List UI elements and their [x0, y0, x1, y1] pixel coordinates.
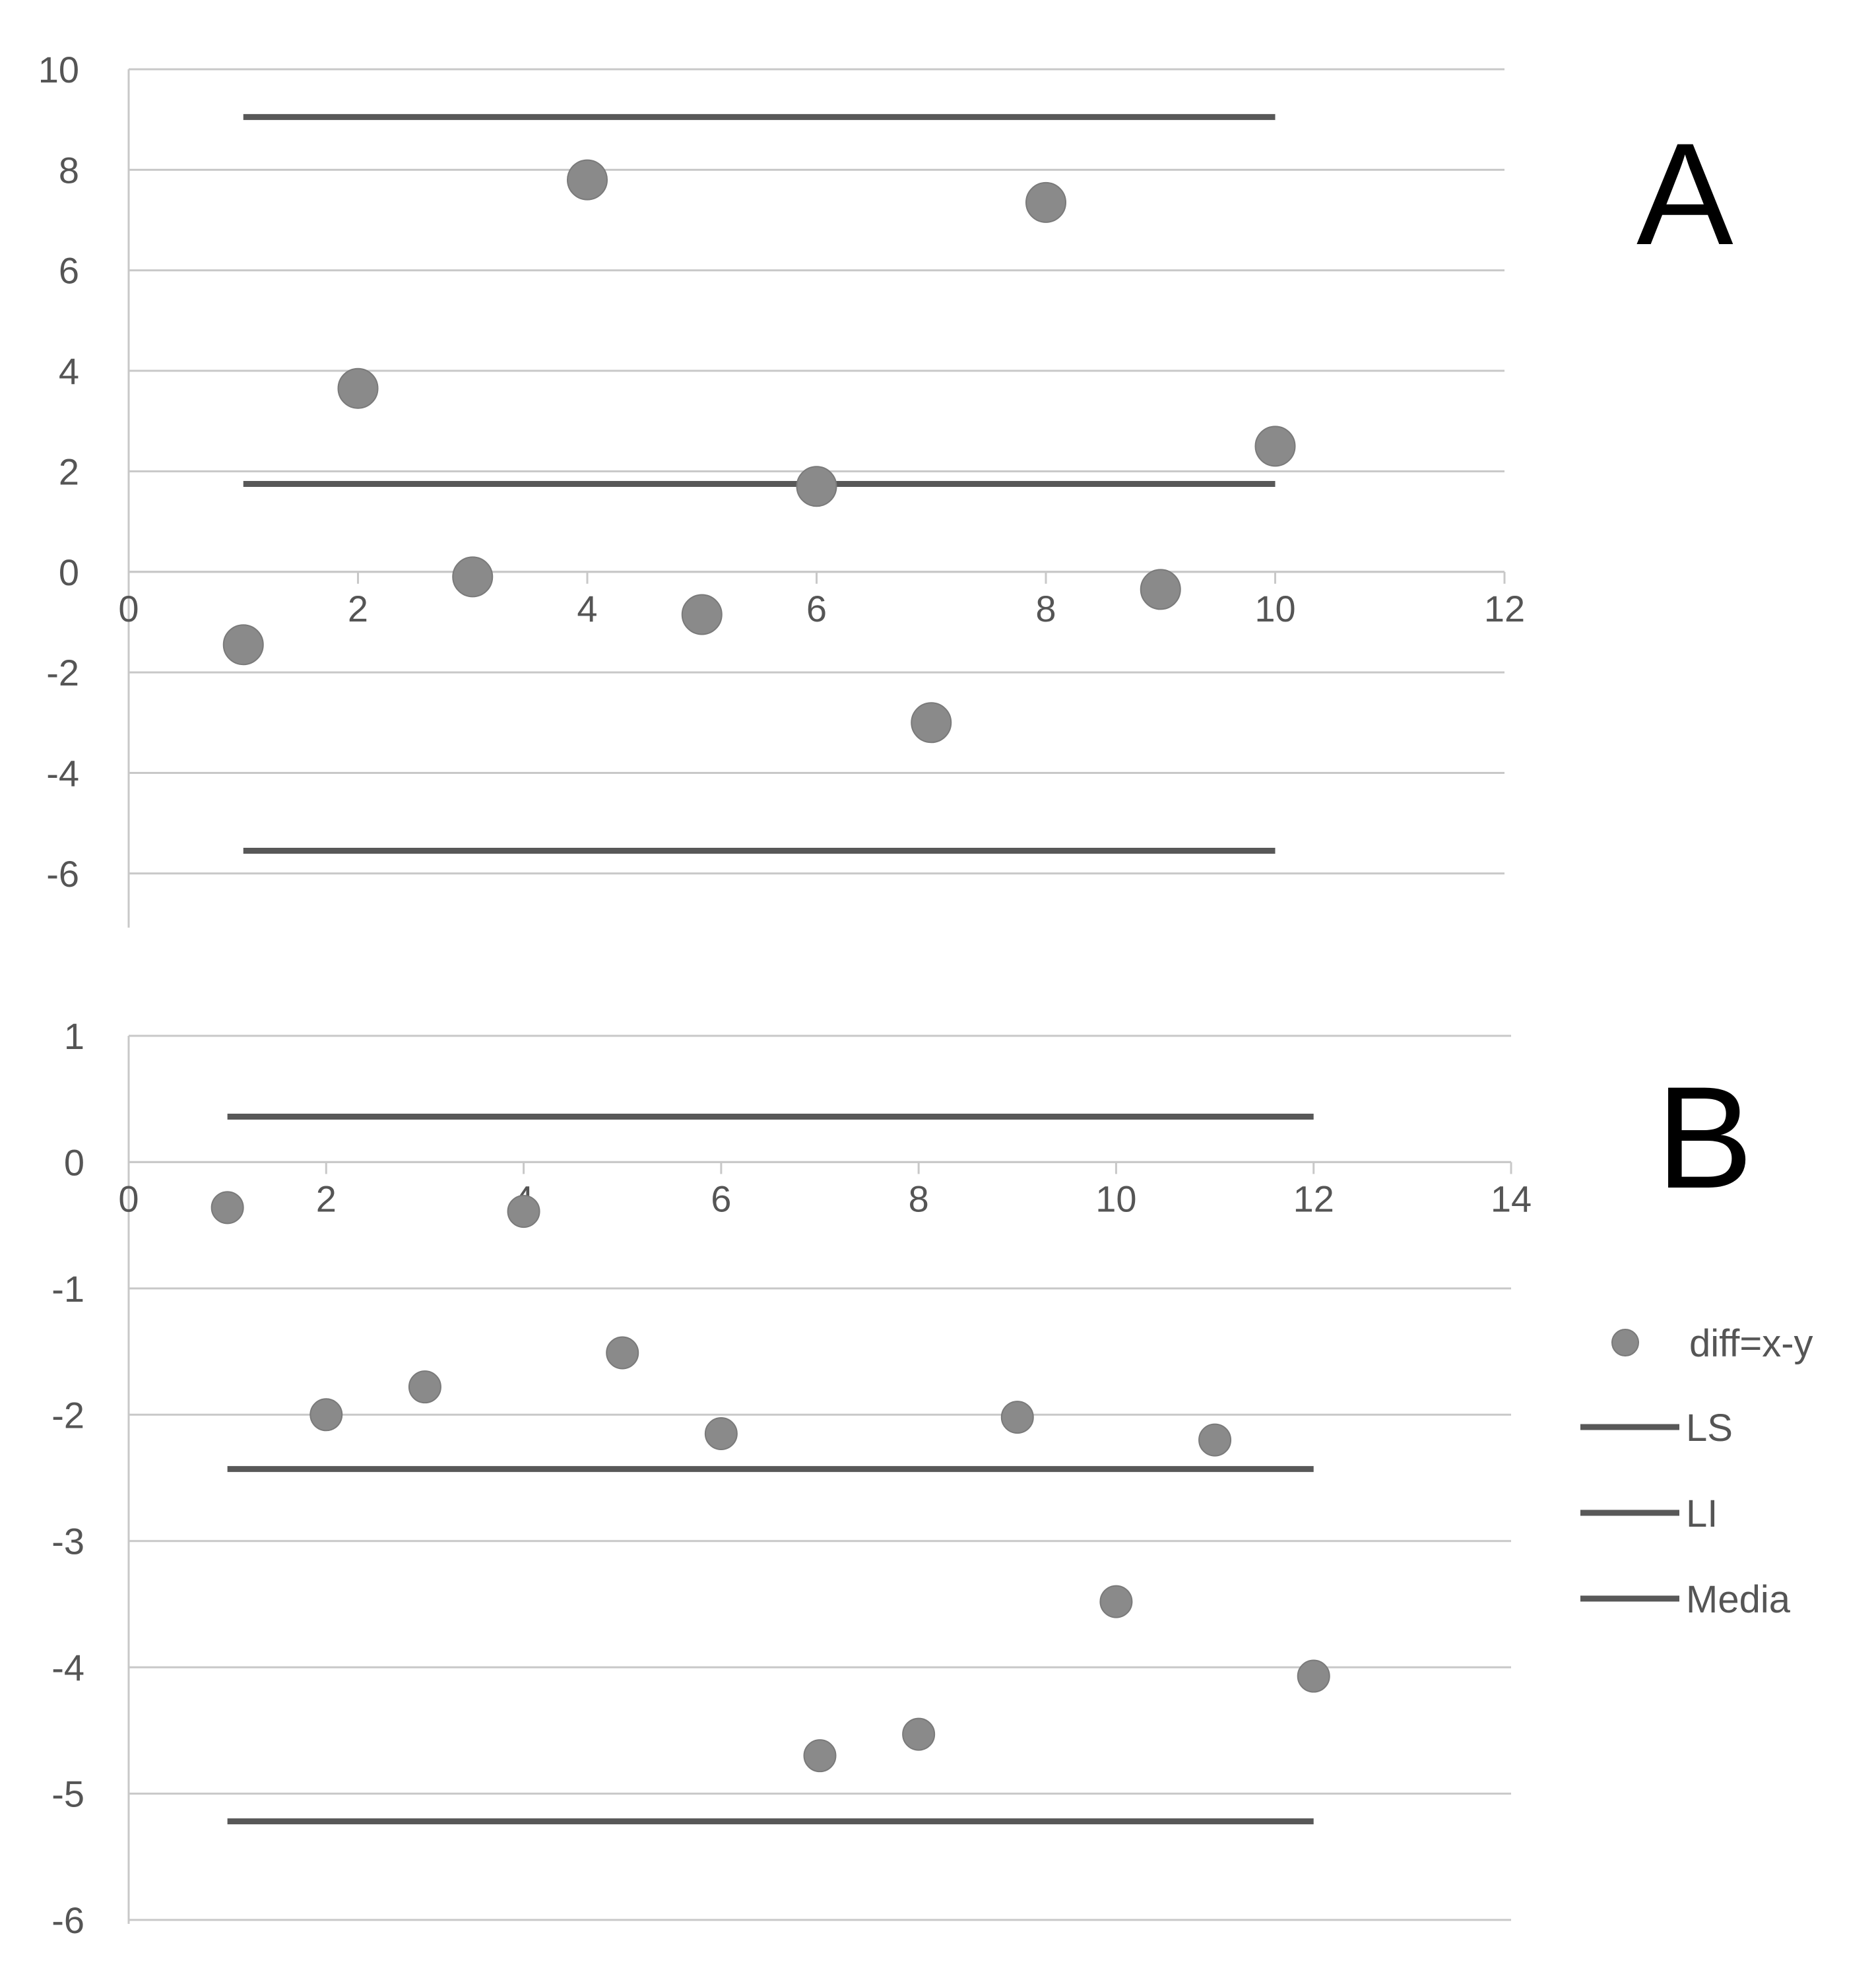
- y-tick-label: 2: [59, 451, 79, 492]
- data-point: [1297, 1659, 1330, 1693]
- data-point: [911, 702, 952, 744]
- data-point: [567, 159, 608, 201]
- data-point: [507, 1195, 540, 1228]
- chart-panel-b: 10-1-2-3-4-5-602468101214: [51, 1015, 1532, 1941]
- legend-item-media: Media: [1580, 1578, 1791, 1621]
- x-tick-label: 0: [118, 588, 139, 629]
- y-tick-label: -6: [46, 853, 79, 895]
- y-tick-label: -2: [46, 652, 79, 693]
- x-tick-label: 12: [1293, 1178, 1334, 1219]
- x-tick-label: 6: [806, 588, 827, 629]
- x-tick-label: 2: [348, 588, 368, 629]
- x-tick-label: 8: [1035, 588, 1056, 629]
- y-tick-label: -5: [51, 1773, 84, 1815]
- y-tick-label: -3: [51, 1521, 84, 1562]
- x-tick-label: 10: [1095, 1178, 1136, 1219]
- x-tick-label: 6: [711, 1178, 731, 1219]
- data-point: [452, 556, 494, 598]
- x-tick-label: 0: [118, 1178, 139, 1219]
- data-point: [1140, 569, 1181, 610]
- x-tick-label: 14: [1491, 1178, 1532, 1219]
- data-point: [803, 1739, 837, 1773]
- legend-item-ls: LS: [1580, 1407, 1733, 1449]
- y-tick-label: 8: [59, 149, 79, 191]
- data-point: [1000, 1401, 1034, 1434]
- legend-item-diff: diff=x-y: [1611, 1322, 1813, 1365]
- legend-marker-diff: [1611, 1329, 1639, 1356]
- x-tick-label: 10: [1254, 588, 1295, 629]
- x-tick-label: 8: [909, 1178, 929, 1219]
- data-point: [796, 466, 837, 507]
- data-point: [1025, 181, 1066, 223]
- data-point: [337, 367, 379, 409]
- data-point: [222, 624, 264, 666]
- panel-label-a: A: [1636, 113, 1733, 275]
- data-point: [704, 1417, 738, 1450]
- data-point: [210, 1191, 244, 1225]
- data-point: [1254, 426, 1296, 467]
- y-tick-label: -4: [46, 752, 79, 794]
- y-tick-label: -2: [51, 1394, 84, 1436]
- legend-label-ls: LS: [1686, 1407, 1733, 1449]
- y-tick-label: -4: [51, 1647, 84, 1688]
- y-tick-label: 6: [59, 250, 79, 292]
- panel-label-b: B: [1656, 1056, 1753, 1219]
- data-point: [1198, 1423, 1232, 1457]
- chart-panel-a: 10 8 6 4 2 0 -2 -4 -6 0 2 4 6 8 10 12: [38, 49, 1525, 928]
- y-tick-label: -6: [51, 1899, 84, 1941]
- y-tick-label: 0: [64, 1141, 84, 1183]
- y-tick-label: 10: [38, 49, 79, 90]
- x-tick-label: 2: [316, 1178, 337, 1219]
- legend-label-diff: diff=x-y: [1689, 1322, 1813, 1365]
- y-tick-label: -1: [51, 1268, 84, 1310]
- legend-label-li: LI: [1686, 1492, 1718, 1535]
- data-point: [681, 594, 723, 635]
- legend-item-li: LI: [1580, 1492, 1718, 1535]
- data-point: [408, 1370, 441, 1404]
- data-point: [606, 1336, 639, 1370]
- data-point: [902, 1717, 936, 1751]
- chart-legend: diff=x-y LS LI Media: [1580, 1322, 1813, 1621]
- y-tick-label: 4: [59, 350, 79, 392]
- y-tick-label: 1: [64, 1015, 84, 1057]
- x-tick-label: 12: [1484, 588, 1525, 629]
- x-tick-label: 4: [577, 588, 597, 629]
- data-point: [309, 1398, 343, 1432]
- legend-label-media: Media: [1686, 1578, 1791, 1621]
- data-point: [1099, 1585, 1133, 1618]
- y-tick-label: 0: [59, 552, 79, 593]
